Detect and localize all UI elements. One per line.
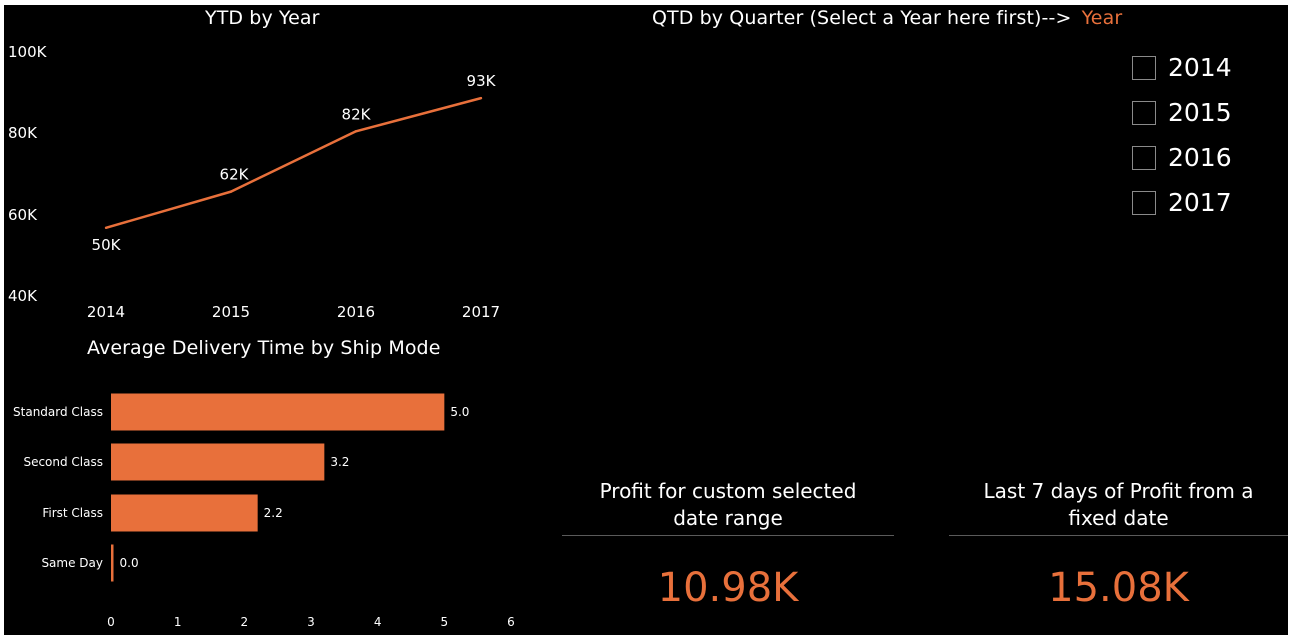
delivery-bar (111, 544, 114, 582)
checkbox-icon[interactable] (1132, 190, 1156, 215)
profit-last7-value: 15.08K (1048, 565, 1189, 611)
x-tick-label: 2016 (337, 303, 375, 321)
y-tick-label: 60K (8, 206, 38, 224)
delivery-chart-title: Average Delivery Time by Ship Mode (87, 337, 441, 359)
x-tick-label: 3 (307, 615, 315, 629)
ytd-data-label: 50K (92, 236, 122, 254)
year-slicer-item-2017[interactable]: 2017 (1132, 180, 1282, 225)
ytd-chart-title: YTD by Year (205, 7, 320, 29)
ytd-line-chart[interactable]: 40K 60K 80K 100K 2014 2015 2016 2017 50K 62K 82K 93… (4, 5, 544, 335)
x-tick-label: 5 (441, 615, 449, 629)
year-slicer-item-2016[interactable]: 2016 (1132, 135, 1282, 180)
x-tick-label: 2014 (87, 303, 125, 321)
ytd-data-label: 82K (342, 105, 372, 123)
year-slicer-label: 2016 (1168, 143, 1232, 172)
card-title-line: Last 7 days of Profit from a (983, 479, 1254, 503)
year-slicer-label: 2015 (1168, 98, 1232, 127)
x-tick-label: 4 (374, 615, 382, 629)
y-tick-label: 80K (8, 124, 38, 142)
ytd-data-point (479, 96, 483, 100)
bar-data-label: 5.0 (450, 405, 469, 419)
x-tick-label: 1 (174, 615, 182, 629)
card-title: Profit for custom selected date range (562, 478, 894, 532)
year-slicer-title: Year (1081, 7, 1123, 29)
ytd-data-point (229, 190, 233, 193)
profit-custom-range-value: 10.98K (657, 565, 799, 611)
ytd-data-point (354, 130, 358, 133)
category-label: Standard Class (13, 405, 103, 419)
bar-data-label: 3.2 (330, 455, 349, 469)
card-title-line: date range (673, 506, 783, 530)
profit-last7-card: Last 7 days of Profit from a fixed date (949, 478, 1288, 532)
delivery-bar-chart[interactable]: Standard Class 5.0 Second Class 3.2 First Cl… (4, 365, 544, 635)
category-label: Second Class (23, 455, 103, 469)
bar-data-label: 0.0 (120, 556, 139, 570)
card-title-line: Profit for custom selected (599, 479, 857, 503)
x-tick-label: 6 (507, 615, 515, 629)
card-title-line: fixed date (1068, 506, 1169, 530)
year-slicer: 2014 2015 2016 2017 (1132, 45, 1282, 225)
y-tick-label: 100K (8, 43, 48, 61)
x-tick-label: 2015 (212, 303, 250, 321)
delivery-bar (111, 443, 325, 481)
x-tick-label: 2 (241, 615, 249, 629)
report-canvas: YTD by Year 40K 60K 80K 100K 2014 2015 2016 201… (4, 5, 1288, 635)
delivery-bar (111, 494, 258, 532)
ytd-data-label: 93K (467, 72, 497, 90)
year-slicer-label: 2014 (1168, 53, 1232, 82)
profit-custom-range-card: Profit for custom selected date range (562, 478, 894, 532)
y-tick-label: 40K (8, 287, 38, 305)
checkbox-icon[interactable] (1132, 145, 1156, 170)
x-tick-label: 0 (107, 615, 115, 629)
year-slicer-item-2014[interactable]: 2014 (1132, 45, 1282, 90)
category-label: First Class (42, 506, 103, 520)
bar-data-label: 2.2 (264, 506, 283, 520)
year-slicer-item-2015[interactable]: 2015 (1132, 90, 1282, 135)
delivery-bar (111, 393, 445, 431)
ytd-data-label: 62K (220, 166, 250, 184)
qtd-chart-title: QTD by Quarter (Select a Year here first… (652, 7, 1122, 29)
checkbox-icon[interactable] (1132, 100, 1156, 125)
card-divider (949, 535, 1288, 536)
x-tick-label: 2017 (462, 303, 500, 321)
ytd-data-point (104, 226, 108, 230)
card-title: Last 7 days of Profit from a fixed date (949, 478, 1288, 532)
qtd-title-text: QTD by Quarter (Select a Year here first… (652, 7, 1072, 29)
category-label: Same Day (41, 556, 103, 570)
checkbox-icon[interactable] (1132, 55, 1156, 80)
ytd-series-line (105, 96, 482, 230)
card-divider (562, 535, 894, 536)
year-slicer-label: 2017 (1168, 188, 1232, 217)
